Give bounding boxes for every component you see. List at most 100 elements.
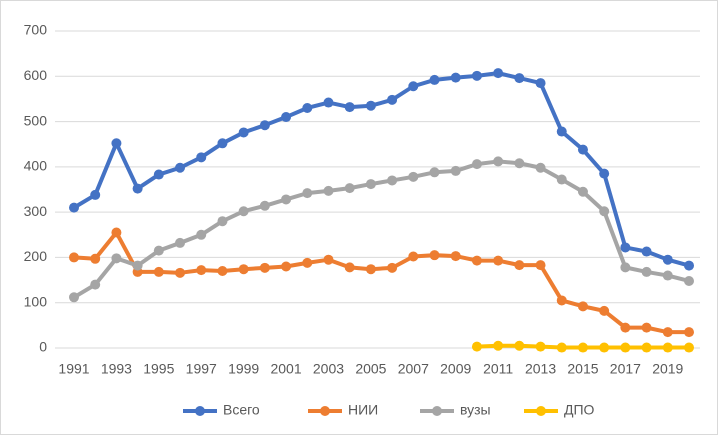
data-point [662, 327, 673, 338]
data-point [387, 262, 398, 273]
data-point [662, 270, 673, 281]
data-point [365, 100, 376, 111]
data-point [153, 245, 164, 256]
data-point [196, 265, 207, 276]
data-point [662, 342, 673, 353]
x-tick-label: 2019 [652, 361, 683, 377]
data-point [365, 264, 376, 275]
data-point [217, 138, 228, 149]
data-point [535, 78, 546, 89]
data-point [281, 194, 292, 205]
data-point [111, 253, 122, 264]
data-point [684, 327, 694, 338]
legend-label: ДПО [564, 402, 595, 418]
data-point [344, 183, 355, 194]
data-point [514, 340, 525, 351]
y-tick-label: 200 [24, 248, 48, 264]
data-point [450, 251, 461, 262]
y-tick-label: 0 [39, 339, 47, 355]
data-point [344, 102, 355, 113]
data-point [641, 246, 652, 257]
data-point [429, 250, 440, 261]
data-point [493, 255, 504, 266]
data-point [90, 189, 101, 200]
x-tick-label: 1993 [101, 361, 132, 377]
y-tick-label: 100 [24, 293, 48, 309]
data-point [259, 200, 270, 211]
data-point [599, 168, 610, 179]
y-tick-label: 600 [24, 67, 48, 83]
data-point [514, 158, 525, 169]
data-point [577, 342, 588, 353]
data-point [556, 342, 567, 353]
legend-marker [536, 406, 546, 416]
x-tick-label: 1999 [228, 361, 259, 377]
data-point [429, 74, 440, 85]
data-point [577, 301, 588, 312]
y-tick-label: 500 [24, 112, 48, 128]
data-point [620, 342, 631, 353]
data-point [238, 264, 249, 275]
data-point [90, 253, 101, 264]
data-point [196, 229, 207, 240]
data-point [69, 292, 79, 303]
data-point [493, 340, 504, 351]
data-point [599, 342, 610, 353]
data-point [535, 260, 546, 271]
legend-marker [432, 406, 442, 416]
legend-marker [320, 406, 330, 416]
data-point [641, 342, 652, 353]
data-point [514, 260, 525, 271]
data-point [620, 242, 631, 253]
data-point [493, 68, 504, 79]
data-point [577, 186, 588, 197]
data-point [259, 120, 270, 131]
legend-label: НИИ [348, 402, 378, 418]
data-point [69, 202, 79, 213]
data-point [302, 188, 313, 199]
x-tick-label: 2011 [483, 361, 513, 377]
x-tick-label: 2001 [270, 361, 301, 377]
data-point [238, 206, 249, 217]
x-tick-label: 2007 [398, 361, 429, 377]
x-tick-label: 2005 [355, 361, 386, 377]
data-point [323, 254, 334, 265]
data-point [69, 252, 79, 263]
data-point [259, 262, 270, 273]
data-point [684, 342, 694, 353]
data-point [620, 322, 631, 333]
legend-label: Всего [223, 402, 260, 418]
data-point [408, 81, 419, 92]
data-point [471, 341, 482, 352]
data-point [196, 152, 207, 163]
legend-label: вузы [460, 402, 491, 418]
data-point [450, 165, 461, 176]
data-point [641, 266, 652, 277]
data-point [132, 183, 143, 194]
data-point [493, 156, 504, 167]
data-point [111, 227, 122, 238]
data-point [408, 171, 419, 182]
data-point [238, 127, 249, 138]
data-point [217, 216, 228, 227]
data-point [344, 262, 355, 273]
data-point [556, 295, 567, 306]
data-point [641, 322, 652, 333]
data-point [302, 102, 313, 113]
data-point [387, 175, 398, 186]
data-point [684, 260, 694, 271]
y-tick-label: 300 [24, 203, 48, 219]
data-point [599, 206, 610, 217]
data-point [153, 169, 164, 180]
data-point [365, 179, 376, 190]
data-point [556, 174, 567, 185]
data-point [323, 97, 334, 108]
data-point [429, 167, 440, 178]
data-point [132, 260, 143, 271]
data-point [302, 257, 313, 268]
data-point [471, 70, 482, 81]
data-point [217, 266, 228, 277]
data-point [514, 73, 525, 84]
